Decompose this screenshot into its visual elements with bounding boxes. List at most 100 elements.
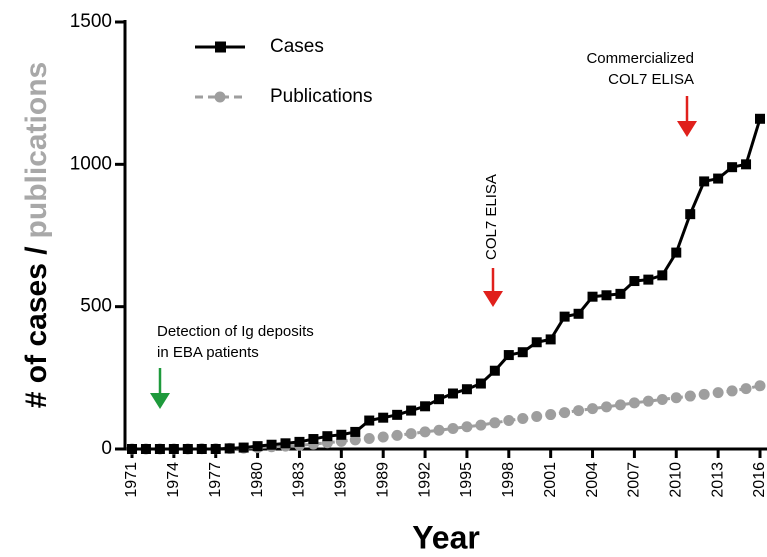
x-tick-label: 1980	[249, 462, 266, 498]
point	[322, 431, 333, 442]
point	[531, 411, 543, 423]
point	[434, 394, 445, 405]
point	[727, 162, 738, 173]
annotation: Detection of Ig deposits	[157, 323, 314, 340]
point	[628, 397, 640, 409]
point	[196, 444, 207, 454]
x-tick-label: 1971	[123, 462, 140, 498]
point	[573, 405, 585, 417]
y-tick-label: 1500	[70, 11, 112, 32]
point	[210, 444, 221, 454]
y-axis-label: # of cases / publications	[20, 62, 53, 408]
point	[461, 421, 473, 433]
point	[238, 442, 249, 453]
point	[503, 415, 515, 427]
arrow-head	[150, 393, 170, 409]
point	[363, 432, 375, 444]
y-label-publications: publications	[20, 62, 53, 239]
point	[559, 407, 571, 419]
x-axis-label: Year	[412, 519, 480, 555]
point	[740, 383, 752, 395]
point	[615, 288, 626, 299]
point	[629, 276, 640, 287]
x-tick-label: 2016	[751, 462, 767, 498]
point	[545, 334, 556, 345]
x-tick-label: 1983	[291, 462, 308, 498]
annotation: COL7 ELISA	[483, 174, 500, 260]
point	[712, 387, 724, 399]
point	[545, 409, 557, 421]
point	[600, 401, 612, 413]
legend-label: Publications	[270, 86, 372, 107]
point	[698, 388, 710, 400]
legend-marker	[215, 41, 226, 53]
point	[336, 429, 347, 440]
point	[657, 270, 668, 281]
point	[754, 380, 766, 392]
point	[475, 378, 486, 389]
point	[503, 350, 514, 361]
point	[420, 401, 431, 412]
point	[670, 392, 682, 404]
point	[489, 365, 500, 376]
y-label-cases: # of cases /	[20, 246, 53, 408]
y-tick-label: 0	[101, 438, 112, 459]
point	[377, 431, 389, 443]
point	[154, 444, 165, 454]
arrow-head	[677, 121, 697, 137]
point	[531, 337, 542, 348]
point	[405, 428, 417, 440]
x-tick-label: 2007	[626, 462, 643, 498]
y-tick-label: 500	[80, 296, 112, 317]
point	[252, 441, 263, 452]
x-tick-label: 1974	[165, 462, 182, 498]
point	[614, 399, 626, 411]
point	[280, 438, 291, 449]
point	[378, 412, 389, 423]
point	[601, 290, 612, 301]
point	[461, 384, 472, 395]
point	[643, 274, 654, 285]
x-tick-label: 1989	[374, 462, 391, 498]
point	[517, 347, 528, 358]
point	[447, 388, 458, 399]
point	[489, 417, 501, 429]
point	[642, 395, 654, 407]
point	[447, 423, 459, 435]
point	[308, 434, 319, 445]
point	[741, 159, 752, 170]
point	[350, 426, 361, 437]
series-line	[132, 118, 762, 451]
x-tick-label: 2013	[709, 462, 726, 498]
point	[392, 409, 403, 420]
point	[671, 247, 682, 258]
annotation: COL7 ELISA	[608, 71, 694, 88]
point	[433, 424, 445, 436]
x-tick-label: 1977	[207, 462, 224, 498]
point	[573, 308, 584, 319]
point	[517, 413, 529, 425]
point	[587, 403, 599, 415]
point	[391, 429, 403, 441]
point	[684, 390, 696, 402]
x-tick-label: 1995	[458, 462, 475, 498]
legend-marker	[214, 91, 226, 103]
point	[587, 291, 598, 302]
point	[475, 419, 487, 431]
x-tick-label: 1986	[333, 462, 350, 498]
x-tick-label: 1992	[416, 462, 433, 498]
annotation: Commercialized	[586, 50, 694, 67]
y-tick-label: 1000	[70, 153, 112, 174]
point	[266, 439, 277, 450]
point	[559, 311, 570, 322]
point	[127, 444, 137, 454]
legend-label: Cases	[270, 36, 324, 57]
point	[406, 405, 417, 416]
x-tick-label: 2004	[584, 462, 601, 498]
point	[224, 443, 235, 454]
point	[364, 415, 375, 426]
point	[168, 444, 179, 454]
point	[755, 113, 765, 124]
point	[685, 209, 696, 220]
